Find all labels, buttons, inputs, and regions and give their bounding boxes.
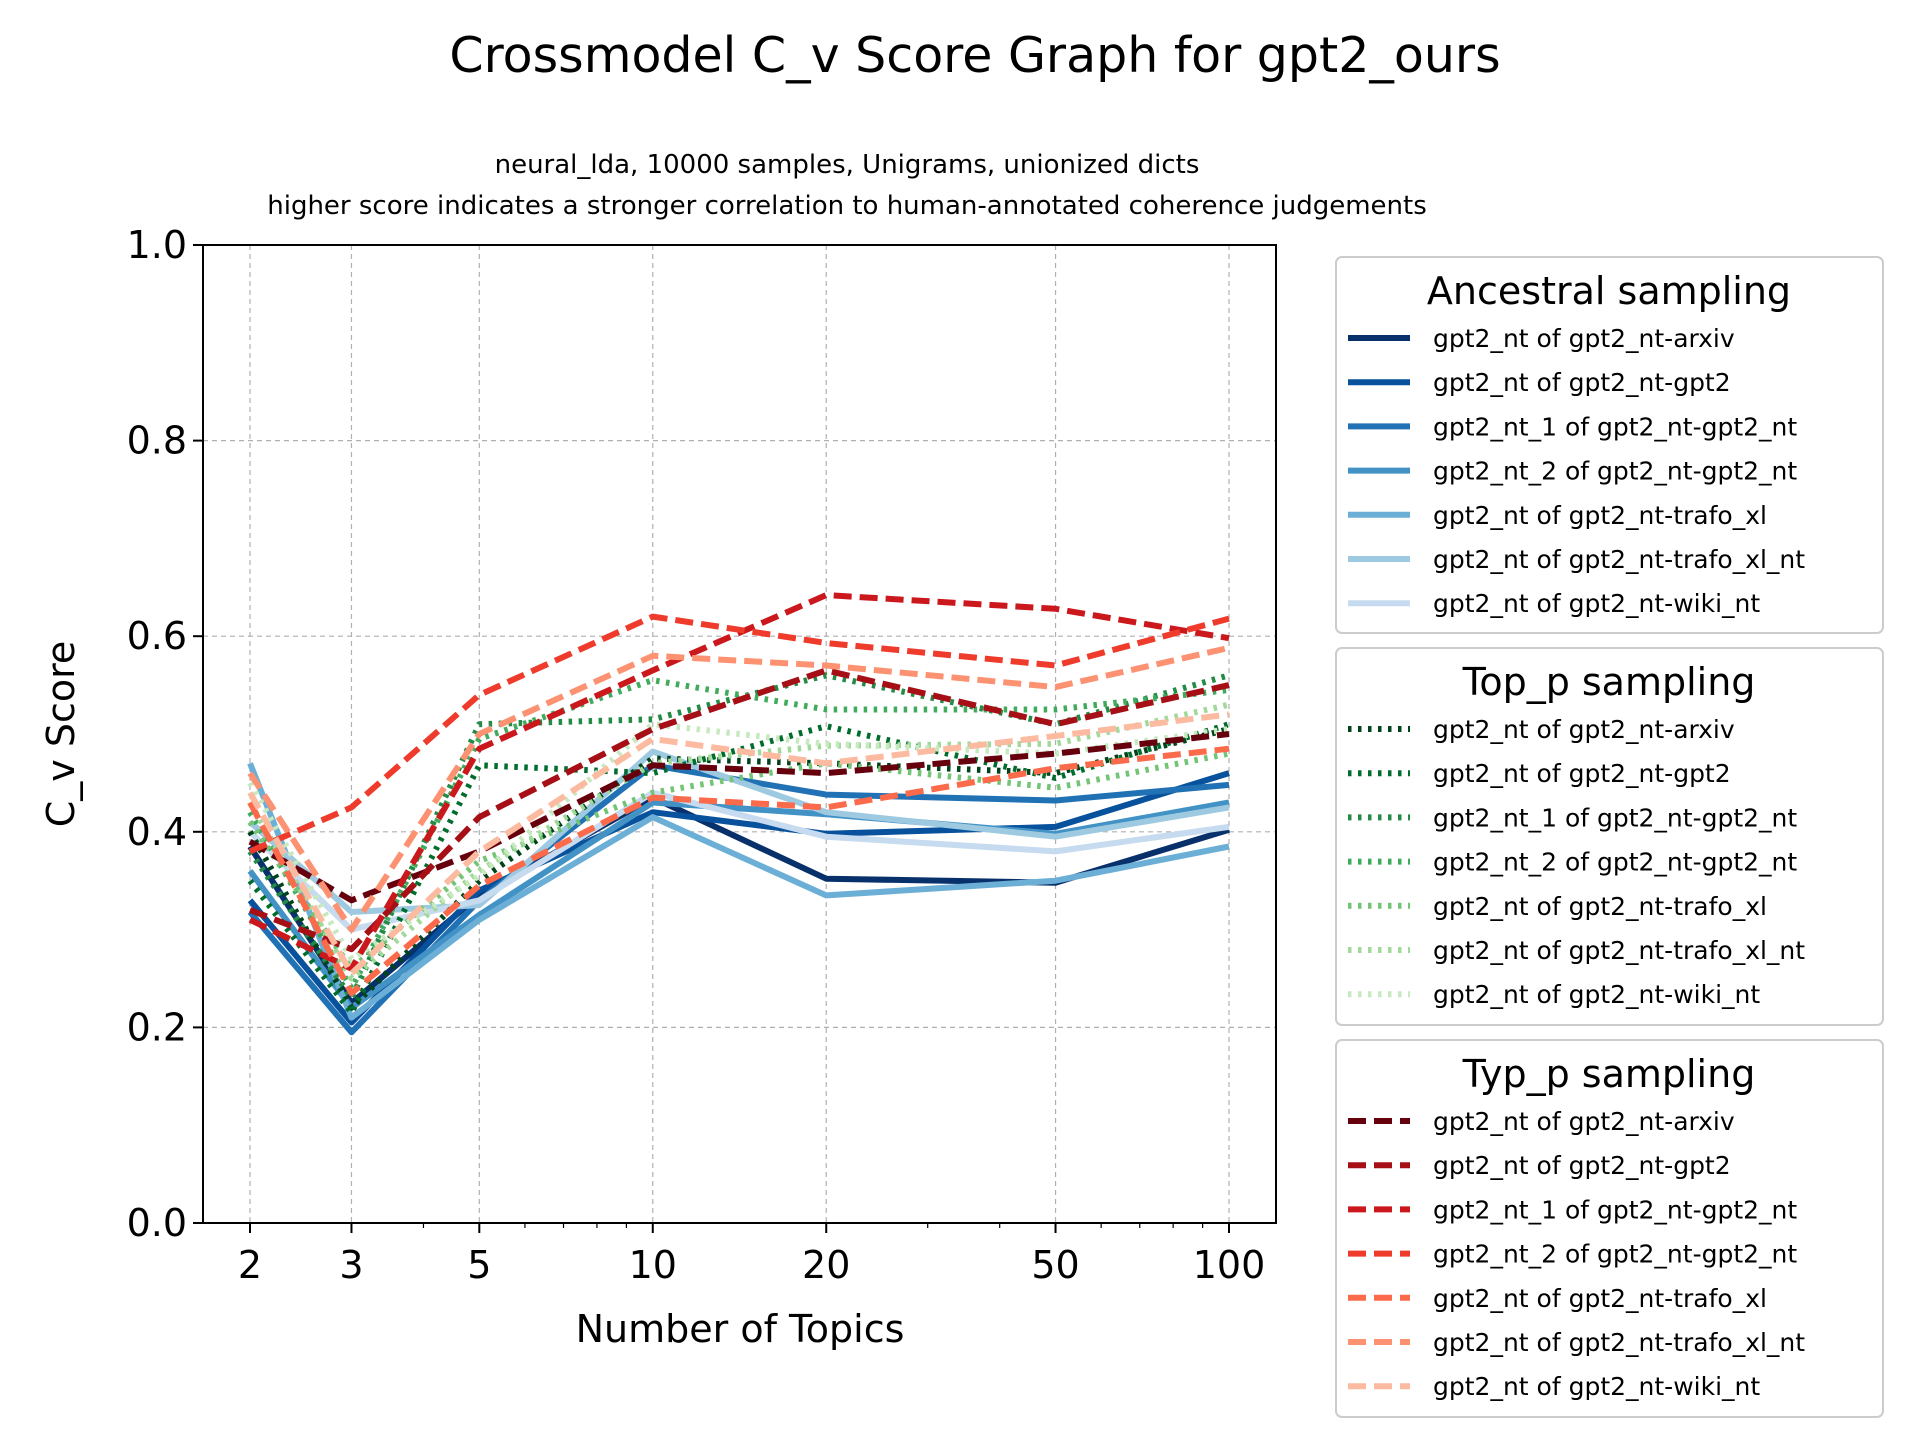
legend-entry: gpt2_nt of gpt2_nt-trafo_xl	[1433, 892, 1767, 921]
legend-entry: gpt2_nt of gpt2_nt-gpt2	[1433, 368, 1731, 397]
series-line	[247, 721, 1230, 962]
series-line	[247, 721, 1230, 1016]
legend-entry: gpt2_nt of gpt2_nt-wiki_nt	[1433, 1372, 1760, 1401]
y-tick-label: 0.8	[127, 419, 187, 463]
legend-title: Typ_p sampling	[1462, 1052, 1756, 1096]
x-tick-label: 20	[802, 1243, 850, 1287]
legend-entry: gpt2_nt_1 of gpt2_nt-gpt2_nt	[1433, 412, 1797, 441]
series-line	[247, 701, 1230, 982]
legend-entry: gpt2_nt of gpt2_nt-trafo_xl	[1433, 1284, 1767, 1313]
y-tick-label: 0.2	[127, 1005, 187, 1049]
y-tick-label: 0.6	[127, 614, 187, 658]
series-line	[248, 667, 1230, 953]
legend-box: Ancestral sampling gpt2_nt of gpt2_nt-arx…	[1335, 256, 1884, 634]
legend-title: Top_p sampling	[1462, 660, 1756, 704]
legend-frame	[1335, 1039, 1884, 1418]
x-tick-label: 2	[238, 1243, 262, 1287]
series-line	[247, 770, 1230, 1026]
legend-entry: gpt2_nt of gpt2_nt-trafo_xl_nt	[1433, 545, 1805, 574]
x-tick-label: 100	[1193, 1243, 1266, 1287]
x-tick-label: 10	[629, 1243, 677, 1287]
legend-box: Top_p sampling gpt2_nt of gpt2_nt-arxivgp…	[1335, 647, 1884, 1026]
x-tick-label: 50	[1031, 1243, 1079, 1287]
legend-entry: gpt2_nt of gpt2_nt-wiki_nt	[1433, 980, 1760, 1009]
legend-entry: gpt2_nt of gpt2_nt-trafo_xl_nt	[1433, 1328, 1805, 1357]
series-line	[247, 750, 1230, 972]
legend-entry: gpt2_nt of gpt2_nt-gpt2	[1433, 759, 1731, 788]
legend-entry: gpt2_nt of gpt2_nt-wiki_nt	[1433, 589, 1760, 618]
legend-entry: gpt2_nt of gpt2_nt-arxiv	[1433, 715, 1735, 744]
plot-frame	[202, 244, 1277, 1224]
x-axis-label: Number of Topics	[576, 1307, 905, 1351]
legend-entry: gpt2_nt_2 of gpt2_nt-gpt2_nt	[1433, 457, 1797, 486]
legend-entry: gpt2_nt of gpt2_nt-arxiv	[1433, 1107, 1735, 1136]
series-line	[248, 592, 1230, 972]
chart-title: Crossmodel C_v Score Graph for gpt2_ours	[449, 27, 1500, 84]
chart-subtitle-line1: neural_lda, 10000 samples, Unigrams, uni…	[495, 150, 1200, 180]
legend-box: Typ_p sampling gpt2_nt of gpt2_nt-arxivgp…	[1335, 1039, 1884, 1418]
y-tick-label: 0.0	[127, 1201, 187, 1245]
chart-subtitle-line2: higher score indicates a stronger correl…	[267, 191, 1427, 221]
legend-entry: gpt2_nt_2 of gpt2_nt-gpt2_nt	[1433, 848, 1797, 877]
series-line	[248, 748, 1230, 915]
y-tick-label: 0.4	[127, 810, 187, 854]
y-axis-label: C_v Score	[39, 641, 83, 828]
legend-entry: gpt2_nt_2 of gpt2_nt-gpt2_nt	[1433, 1240, 1797, 1269]
series-line	[247, 644, 1230, 933]
series-line	[247, 762, 1230, 1021]
legend-frame	[1335, 647, 1884, 1026]
axis-ticks: 2 3 5 10 20 50 100 0.0 0.2 0.4 0.6 0.8 1.0	[127, 223, 1266, 1287]
series-line	[248, 613, 1230, 855]
series-line	[248, 731, 1230, 904]
legend-entry: gpt2_nt_1 of gpt2_nt-gpt2_nt	[1433, 1195, 1797, 1224]
legend: Ancestral sampling gpt2_nt of gpt2_nt-arx…	[1335, 256, 1884, 1418]
legend-entry: gpt2_nt of gpt2_nt-arxiv	[1433, 324, 1735, 353]
x-tick-label: 5	[467, 1243, 491, 1287]
y-tick-label: 1.0	[127, 223, 187, 267]
x-tick-label: 3	[339, 1243, 363, 1287]
legend-entry: gpt2_nt of gpt2_nt-trafo_xl	[1433, 501, 1767, 530]
series-lines	[247, 592, 1230, 1036]
legend-frame	[1335, 256, 1884, 634]
legend-title: Ancestral sampling	[1427, 269, 1791, 313]
legend-entry: gpt2_nt_1 of gpt2_nt-gpt2_nt	[1433, 803, 1797, 832]
legend-entry: gpt2_nt of gpt2_nt-trafo_xl_nt	[1433, 936, 1805, 965]
series-line	[247, 745, 1230, 997]
legend-entry: gpt2_nt of gpt2_nt-gpt2	[1433, 1151, 1731, 1180]
series-line	[247, 711, 1230, 977]
